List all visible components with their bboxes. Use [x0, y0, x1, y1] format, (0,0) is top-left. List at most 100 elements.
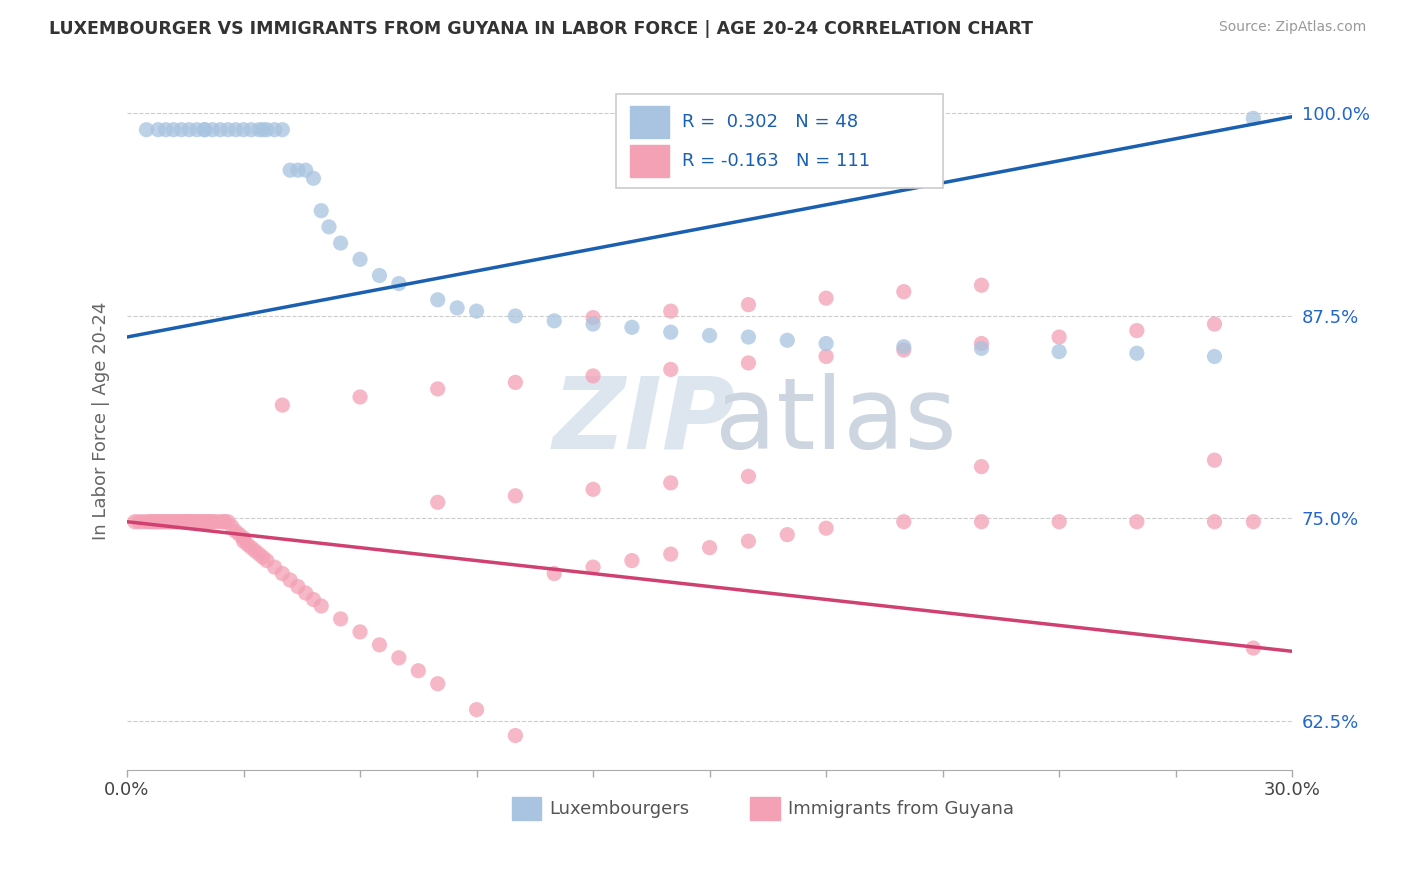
Point [1126, 324, 1149, 338]
Point [174, 515, 197, 529]
Point [236, 537, 259, 551]
Point [1047, 515, 1070, 529]
Point [302, 592, 325, 607]
Bar [751, 797, 779, 820]
Point [146, 515, 169, 529]
Text: ZIP: ZIP [553, 373, 735, 470]
Point [201, 122, 224, 136]
Point [232, 534, 254, 549]
Point [426, 382, 449, 396]
Point [212, 515, 235, 529]
Point [970, 278, 993, 293]
Point [737, 298, 759, 312]
Point [194, 122, 217, 136]
Point [179, 515, 201, 529]
Point [209, 122, 232, 136]
Point [240, 122, 263, 136]
Point [146, 122, 169, 136]
Text: R = -0.163   N = 111: R = -0.163 N = 111 [682, 152, 870, 169]
Bar [630, 145, 669, 177]
Point [278, 163, 301, 178]
Point [170, 122, 193, 136]
Point [143, 515, 166, 529]
Point [201, 515, 224, 529]
Point [186, 515, 208, 529]
Point [256, 553, 278, 567]
Text: Luxembourgers: Luxembourgers [548, 799, 689, 818]
Point [582, 483, 605, 497]
Point [1241, 515, 1264, 529]
Point [263, 122, 285, 136]
Point [179, 515, 201, 529]
Point [659, 325, 682, 339]
Point [737, 330, 759, 344]
Point [368, 638, 391, 652]
Point [205, 515, 228, 529]
Point [150, 515, 173, 529]
Point [155, 515, 177, 529]
Point [194, 515, 217, 529]
Point [1204, 515, 1226, 529]
Point [271, 566, 294, 581]
Point [162, 515, 184, 529]
Point [170, 515, 193, 529]
Point [155, 122, 177, 136]
Point [181, 515, 204, 529]
Point [124, 515, 146, 529]
Point [217, 122, 239, 136]
Point [135, 122, 157, 136]
Point [699, 328, 721, 343]
Point [776, 333, 799, 347]
Point [543, 566, 565, 581]
Point [893, 515, 915, 529]
Point [815, 336, 838, 351]
Point [505, 489, 527, 503]
Point [217, 515, 239, 529]
Point [166, 515, 188, 529]
Point [659, 547, 682, 561]
Point [179, 122, 201, 136]
Point [263, 560, 285, 574]
Point [776, 527, 799, 541]
Point [212, 515, 235, 529]
Point [139, 515, 162, 529]
Point [146, 515, 169, 529]
Point [970, 515, 993, 529]
Point [221, 519, 243, 533]
Point [174, 515, 197, 529]
Point [329, 236, 352, 251]
Point [309, 599, 332, 613]
Point [505, 729, 527, 743]
Point [170, 515, 193, 529]
Point [699, 541, 721, 555]
Point [815, 291, 838, 305]
Point [970, 459, 993, 474]
Point [582, 310, 605, 325]
Point [186, 122, 208, 136]
Point [201, 515, 224, 529]
Point [582, 317, 605, 331]
Point [737, 356, 759, 370]
Point [1126, 346, 1149, 360]
Point [659, 304, 682, 318]
Point [309, 203, 332, 218]
Point [737, 469, 759, 483]
Text: Source: ZipAtlas.com: Source: ZipAtlas.com [1219, 20, 1367, 34]
Point [1241, 641, 1264, 656]
Point [287, 580, 309, 594]
Point [465, 304, 488, 318]
Point [318, 219, 340, 234]
Point [659, 362, 682, 376]
Point [893, 340, 915, 354]
Point [1204, 453, 1226, 467]
Point [349, 252, 371, 267]
Point [287, 163, 309, 178]
Point [302, 171, 325, 186]
Point [271, 122, 294, 136]
Point [1047, 344, 1070, 359]
Point [181, 515, 204, 529]
Point [388, 650, 411, 665]
Point [737, 534, 759, 549]
Point [232, 531, 254, 545]
Point [620, 320, 643, 334]
